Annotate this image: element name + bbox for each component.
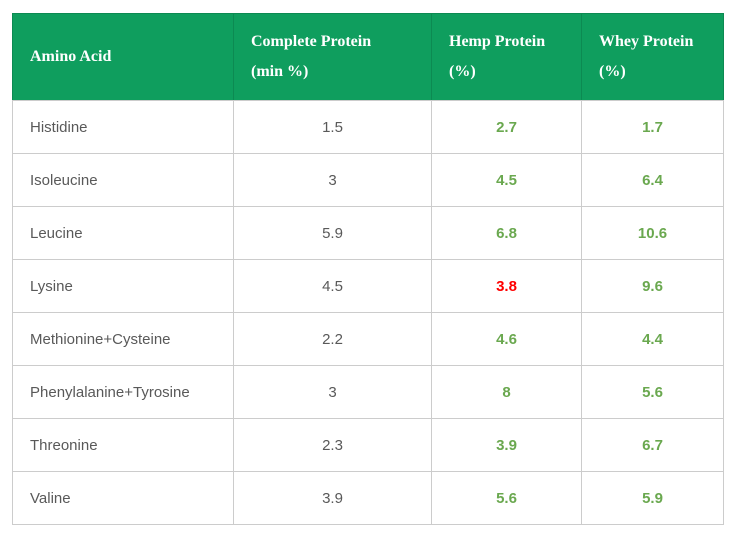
- table-row: Leucine 5.9 6.8 10.6: [12, 206, 724, 260]
- hemp-value: 5.6: [431, 471, 582, 525]
- complete-min-value: 2.2: [233, 312, 432, 366]
- hemp-value: 4.5: [431, 153, 582, 207]
- amino-acid-name: Phenylalanine+Tyrosine: [12, 365, 234, 419]
- hemp-value: 4.6: [431, 312, 582, 366]
- amino-acid-name: Valine: [12, 471, 234, 525]
- amino-acid-table-container: Amino Acid Complete Protein (min %) Hemp…: [12, 13, 724, 525]
- complete-min-value: 3: [233, 365, 432, 419]
- whey-value: 5.9: [581, 471, 724, 525]
- amino-acid-name: Leucine: [12, 206, 234, 260]
- amino-acid-comparison-table: Amino Acid Complete Protein (min %) Hemp…: [12, 13, 724, 525]
- table-body: Histidine 1.5 2.7 1.7 Isoleucine 3 4.5 6…: [12, 100, 724, 525]
- table-row: Histidine 1.5 2.7 1.7: [12, 100, 724, 154]
- amino-acid-name: Lysine: [12, 259, 234, 313]
- complete-min-value: 3: [233, 153, 432, 207]
- complete-min-value: 5.9: [233, 206, 432, 260]
- whey-value: 6.7: [581, 418, 724, 472]
- amino-acid-name: Threonine: [12, 418, 234, 472]
- header-row: Amino Acid Complete Protein (min %) Hemp…: [12, 13, 724, 101]
- column-header-complete-protein: Complete Protein (min %): [233, 13, 432, 101]
- whey-value: 4.4: [581, 312, 724, 366]
- amino-acid-name: Methionine+Cysteine: [12, 312, 234, 366]
- hemp-value: 6.8: [431, 206, 582, 260]
- table-row: Isoleucine 3 4.5 6.4: [12, 153, 724, 207]
- whey-value: 9.6: [581, 259, 724, 313]
- whey-value: 10.6: [581, 206, 724, 260]
- column-header-hemp-protein: Hemp Protein (%): [431, 13, 582, 101]
- whey-value: 5.6: [581, 365, 724, 419]
- table-row: Methionine+Cysteine 2.2 4.6 4.4: [12, 312, 724, 366]
- column-header-amino-acid: Amino Acid: [12, 13, 234, 101]
- complete-min-value: 2.3: [233, 418, 432, 472]
- table-header: Amino Acid Complete Protein (min %) Hemp…: [12, 13, 724, 101]
- hemp-value: 8: [431, 365, 582, 419]
- complete-min-value: 4.5: [233, 259, 432, 313]
- hemp-value-below-minimum: 3.8: [431, 259, 582, 313]
- table-row: Phenylalanine+Tyrosine 3 8 5.6: [12, 365, 724, 419]
- complete-min-value: 1.5: [233, 100, 432, 154]
- amino-acid-name: Histidine: [12, 100, 234, 154]
- amino-acid-name: Isoleucine: [12, 153, 234, 207]
- whey-value: 6.4: [581, 153, 724, 207]
- hemp-value: 3.9: [431, 418, 582, 472]
- complete-min-value: 3.9: [233, 471, 432, 525]
- column-header-whey-protein: Whey Protein (%): [581, 13, 724, 101]
- table-row: Valine 3.9 5.6 5.9: [12, 471, 724, 525]
- table-row: Threonine 2.3 3.9 6.7: [12, 418, 724, 472]
- whey-value: 1.7: [581, 100, 724, 154]
- hemp-value: 2.7: [431, 100, 582, 154]
- table-row: Lysine 4.5 3.8 9.6: [12, 259, 724, 313]
